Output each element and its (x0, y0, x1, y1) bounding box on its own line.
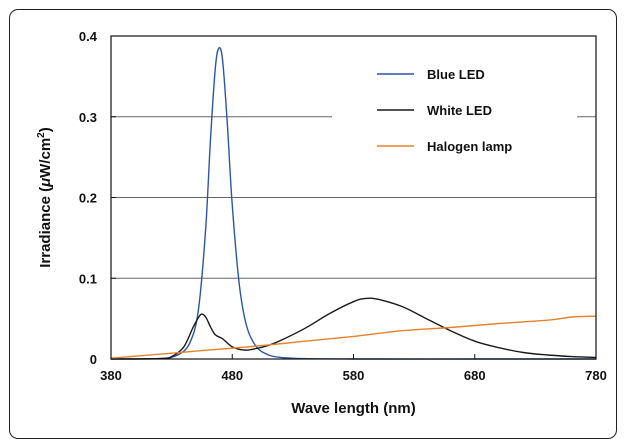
y-axis-title-suffix: ) (37, 127, 54, 132)
series-line-2 (110, 315, 597, 359)
y-tick-label-0: 0 (90, 352, 97, 367)
y-axis-title-sup: 2 (36, 132, 47, 138)
y-tick-label-0.3: 0.3 (79, 110, 97, 125)
y-axis-title-mu: μ (37, 178, 54, 188)
legend-label-0: Blue LED (427, 67, 485, 82)
y-axis-title-unit: W/cm (37, 138, 54, 178)
y-axis-ticks: 0 0.1 0.2 0.3 0.4 (79, 29, 116, 367)
y-axis-title: Irradiance (μW/cm2) (36, 127, 54, 268)
legend-background (332, 52, 577, 170)
x-tick-label-680: 680 (464, 368, 486, 383)
y-tick-label-0.4: 0.4 (79, 29, 98, 44)
x-tick-label-580: 580 (343, 368, 365, 383)
x-axis-title: Wave length (nm) (291, 400, 415, 417)
legend-label-1: White LED (427, 103, 492, 118)
x-axis-ticks: 380 480 580 680 780 (100, 354, 607, 383)
y-tick-label-0.2: 0.2 (79, 191, 97, 206)
line-chart: Blue LED White LED Halogen lamp 380 480 580 6… (36, 29, 607, 417)
x-tick-label-480: 480 (221, 368, 243, 383)
y-tick-label-0.1: 0.1 (79, 271, 97, 286)
legend-label-2: Halogen lamp (427, 139, 512, 154)
x-tick-label-380: 380 (100, 368, 122, 383)
series-line-1 (110, 297, 597, 360)
x-tick-label-780: 780 (585, 368, 607, 383)
y-axis-title-prefix: Irradiance ( (37, 187, 54, 268)
legend: Blue LED White LED Halogen lamp (377, 67, 512, 154)
